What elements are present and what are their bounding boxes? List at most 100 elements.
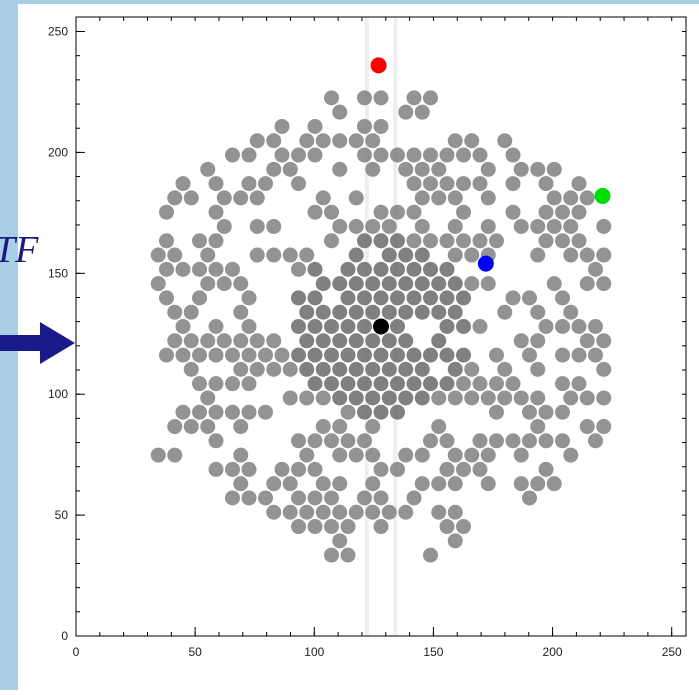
image-dot — [407, 148, 422, 163]
image-dot — [374, 119, 389, 134]
image-dot — [250, 248, 265, 263]
image-dot — [382, 390, 397, 405]
image-dot — [308, 376, 323, 391]
image-dot — [184, 333, 199, 348]
image-dot — [167, 419, 182, 434]
image-dot — [547, 219, 562, 234]
image-dot — [184, 190, 199, 205]
x-tick-label: 200 — [543, 645, 563, 659]
image-dot — [332, 476, 347, 491]
image-dot — [415, 448, 430, 463]
image-dot — [316, 333, 331, 348]
image-dot — [464, 390, 479, 405]
image-dot — [563, 190, 578, 205]
image-dot — [283, 505, 298, 520]
image-dot — [390, 233, 405, 248]
image-dot — [456, 233, 471, 248]
image-dot — [415, 248, 430, 263]
image-dot — [275, 462, 290, 477]
image-dot — [291, 490, 306, 505]
image-dot — [225, 348, 240, 363]
image-dot — [374, 233, 389, 248]
image-dot — [357, 148, 372, 163]
image-dot — [415, 305, 430, 320]
image-dot — [291, 290, 306, 305]
image-dot — [324, 548, 339, 563]
image-dot — [555, 405, 570, 420]
image-dot — [176, 176, 191, 191]
image-dot — [365, 219, 380, 234]
image-dot — [233, 419, 248, 434]
image-dot — [539, 205, 554, 220]
image-dot — [522, 290, 537, 305]
image-dot — [324, 433, 339, 448]
image-dot — [308, 490, 323, 505]
image-dot — [423, 262, 438, 277]
image-dot — [489, 376, 504, 391]
image-dot — [473, 319, 488, 334]
image-dot — [233, 305, 248, 320]
image-dot — [349, 133, 364, 148]
image-dot — [506, 433, 521, 448]
image-dot — [572, 376, 587, 391]
image-dot — [308, 433, 323, 448]
image-dot — [374, 290, 389, 305]
y-tick-label: 150 — [48, 266, 68, 280]
image-dot — [349, 248, 364, 263]
image-dot — [506, 290, 521, 305]
image-dot — [349, 276, 364, 291]
image-dot — [456, 148, 471, 163]
image-dot — [192, 348, 207, 363]
image-dot — [324, 519, 339, 534]
image-dot — [431, 476, 446, 491]
image-dot — [341, 348, 356, 363]
image-dot — [489, 433, 504, 448]
image-dot — [192, 233, 207, 248]
image-dot — [390, 376, 405, 391]
image-dot — [308, 319, 323, 334]
image-dot — [316, 476, 331, 491]
image-dot — [357, 433, 372, 448]
point — [371, 57, 387, 73]
x-tick-label: 50 — [188, 645, 202, 659]
image-dot — [596, 419, 611, 434]
image-dot — [159, 290, 174, 305]
image-dot — [357, 90, 372, 105]
x-tick-label: 100 — [304, 645, 324, 659]
image-dot — [151, 448, 166, 463]
image-dot — [209, 319, 224, 334]
image-dot — [423, 148, 438, 163]
image-dot — [481, 476, 496, 491]
image-dot — [332, 333, 347, 348]
image-dot — [242, 176, 257, 191]
image-dot — [481, 276, 496, 291]
image-dot — [522, 433, 537, 448]
image-dot — [283, 390, 298, 405]
image-dot — [596, 362, 611, 377]
image-dot — [324, 376, 339, 391]
image-dot — [151, 248, 166, 263]
image-dot — [473, 376, 488, 391]
image-dot — [200, 419, 215, 434]
y-tick-label: 50 — [55, 508, 69, 522]
image-dot — [250, 219, 265, 234]
image-dot — [423, 348, 438, 363]
image-dot — [209, 433, 224, 448]
point — [595, 188, 611, 204]
image-dot — [415, 162, 430, 177]
image-dot — [332, 362, 347, 377]
image-dot — [374, 405, 389, 420]
image-dot — [440, 348, 455, 363]
image-dot — [324, 90, 339, 105]
image-dot — [398, 505, 413, 520]
image-dot — [308, 348, 323, 363]
image-dot — [209, 205, 224, 220]
annotation: TF — [0, 229, 39, 271]
image-dot — [539, 233, 554, 248]
image-dot — [291, 348, 306, 363]
image-dot — [341, 319, 356, 334]
image-dot — [266, 133, 281, 148]
image-dot — [291, 433, 306, 448]
image-dot — [332, 219, 347, 234]
image-dot — [258, 490, 273, 505]
